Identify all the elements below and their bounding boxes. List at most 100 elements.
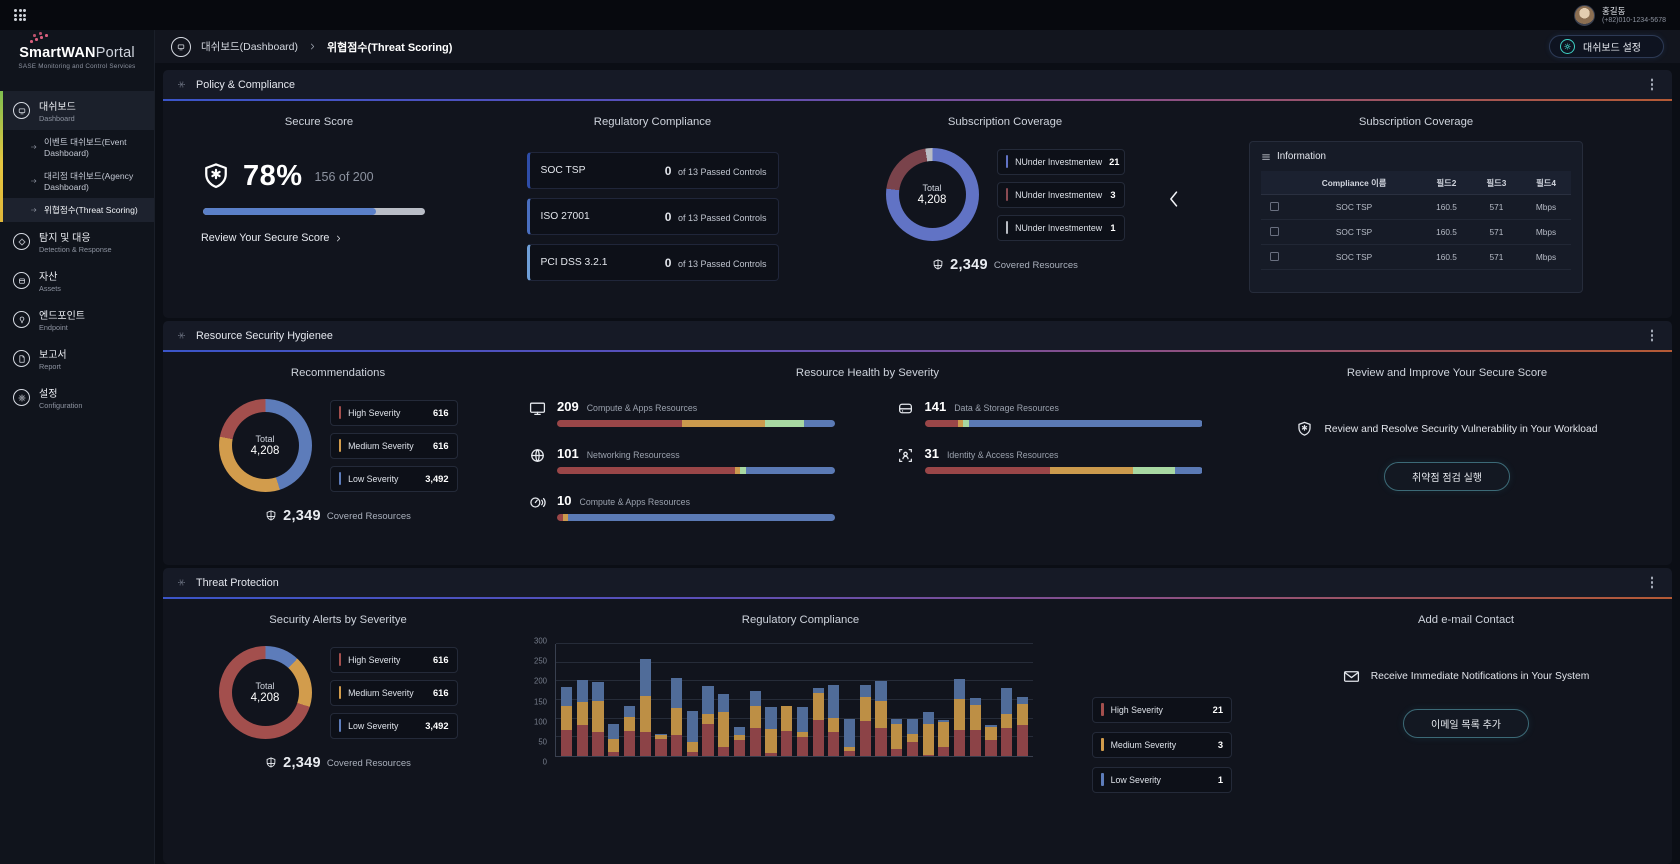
resource-count: 209 xyxy=(557,399,579,414)
legend-label: High Severity xyxy=(348,407,401,418)
table-cell: SOC TSP xyxy=(1287,194,1422,220)
legend-value: 616 xyxy=(432,654,449,665)
subscription-title-2: Subscription Coverage xyxy=(1358,116,1474,128)
nav-label: 보고서 xyxy=(39,350,67,361)
apps-grid-icon[interactable] xyxy=(14,8,27,22)
table-cell: SOC TSP xyxy=(1287,244,1422,270)
review-secure-score-link[interactable]: Review Your Secure Score xyxy=(201,232,465,244)
severity-bar xyxy=(924,467,1203,474)
stacked-bar xyxy=(1001,644,1013,756)
table-cell: Mbps xyxy=(1521,219,1571,245)
secure-score-title: Secure Score xyxy=(284,116,354,128)
nav-sublabel: Assets xyxy=(39,284,61,293)
regulatory-title: Regulatory Compliance xyxy=(593,116,712,128)
legend-value: 3,492 xyxy=(425,720,449,731)
column-header: 필드2 xyxy=(1421,171,1472,195)
nav-sub-label: 위협점수(Threat Scoring) xyxy=(44,205,138,215)
nav-group: 자산 Assets xyxy=(0,261,154,300)
sidebar-nav: 대쉬보드 Dashboard 이벤트 대쉬보드(Event Dashboard) 대… xyxy=(0,91,154,417)
kebab-menu-icon[interactable] xyxy=(1645,576,1659,590)
sidebar-subitem[interactable]: 대리점 대쉬보드(Agency Dashboard) xyxy=(0,164,154,198)
section-title: Resource Security Hygienee xyxy=(196,329,333,342)
nav-sublabel: Endpoint xyxy=(39,323,68,332)
kebab-menu-icon[interactable] xyxy=(1645,78,1659,92)
legend-label: Medium Severity xyxy=(348,687,414,698)
chevron-right-icon xyxy=(308,42,317,51)
table-row[interactable]: SOC TSP 160.5 571 Mbps xyxy=(1261,244,1571,270)
dashboard-settings-button[interactable]: 대쉬보드 설정 xyxy=(1549,35,1664,58)
shield-icon xyxy=(932,259,944,271)
resource-count: 141 xyxy=(924,399,947,414)
table-cell: 571 xyxy=(1471,194,1522,220)
add-email-list-button[interactable]: 이메일 목록 추가 xyxy=(1403,709,1529,738)
chart-title: Regulatory Compliance xyxy=(741,614,860,626)
column-header: 필드4 xyxy=(1521,171,1571,195)
resource-label: Networking Resourcess xyxy=(586,450,680,460)
user-name: 홍길동 xyxy=(1601,6,1626,17)
table-row[interactable]: SOC TSP 160.5 571 Mbps xyxy=(1261,219,1571,245)
legend-label: Medium Severity xyxy=(1110,739,1177,750)
donut-total-label: Total xyxy=(255,681,275,691)
legend-label: NUnder Investmentew xyxy=(1015,189,1103,200)
covered-resources: 2,349 Covered Resources xyxy=(840,257,1170,273)
sidebar-subitem[interactable]: 이벤트 대쉬보드(Event Dashboard) xyxy=(0,130,154,164)
passed-label: of 13 Passed Controls xyxy=(675,258,767,269)
secure-score-fraction: 156 of 200 xyxy=(314,169,374,184)
sidebar-item-dashboard[interactable]: 대쉬보드 Dashboard xyxy=(0,91,154,130)
legend-value: 3 xyxy=(1110,189,1116,200)
row-checkbox[interactable] xyxy=(1269,226,1279,236)
recommendations-title: Recommendations xyxy=(290,367,386,379)
stacked-bar xyxy=(875,644,887,756)
legend-value: 3,492 xyxy=(425,473,449,484)
chevron-left-icon[interactable] xyxy=(1164,189,1184,209)
table-cell: SOC TSP xyxy=(1287,219,1422,245)
stacked-bar xyxy=(828,644,840,756)
compliance-card[interactable]: PCI DSS 3.2.1 0 of 13 Passed Controls xyxy=(526,244,779,281)
kebab-menu-icon[interactable] xyxy=(1645,329,1659,343)
y-tick-label: 50 xyxy=(538,737,547,747)
section-threat-protection: Threat Protection Security Alerts by Sev… xyxy=(163,568,1672,864)
dashboard-icon xyxy=(171,36,191,57)
row-checkbox[interactable] xyxy=(1269,251,1279,261)
section-title: Policy & Compliance xyxy=(196,78,296,91)
breadcrumb: 대쉬보드(Dashboard) 위협점수(Threat Scoring) 대쉬보… xyxy=(155,30,1680,63)
sidebar-item-detection-response[interactable]: 탐지 및 대응 Detection & Response xyxy=(0,222,154,261)
endpoint-icon xyxy=(13,311,30,328)
sidebar-item-report[interactable]: 보고서 Report xyxy=(0,339,154,378)
compliance-card[interactable]: ISO 27001 0 of 13 Passed Controls xyxy=(526,198,779,235)
severity-bar xyxy=(924,420,1203,427)
gauge-icon xyxy=(529,494,546,511)
compliance-card[interactable]: SOC TSP 0 of 13 Passed Controls xyxy=(526,152,779,189)
table-cell: 571 xyxy=(1471,219,1522,245)
row-checkbox[interactable] xyxy=(1269,201,1279,211)
legend-item: NUnder Investmentew 21 xyxy=(996,148,1125,175)
user-chip[interactable]: 홍길동 (+82)010-1234-5678 xyxy=(1573,4,1666,26)
resource-count: 101 xyxy=(557,446,579,461)
monitor-icon xyxy=(529,400,546,417)
legend-value: 3 xyxy=(1217,739,1223,750)
shield-asterisk-icon xyxy=(201,162,231,192)
subscription-title: Subscription Coverage xyxy=(947,116,1063,128)
section-title: Threat Protection xyxy=(196,576,279,589)
review-secure-score-label: Review Your Secure Score xyxy=(201,232,330,244)
sidebar-item-assets[interactable]: 자산 Assets xyxy=(0,261,154,300)
security-alerts-panel: Security Alerts by Severitye Total 4,208… xyxy=(173,599,503,864)
resource-count: 10 xyxy=(557,493,572,508)
stacked-bar xyxy=(733,644,746,756)
sidebar-subitem[interactable]: 위협점수(Threat Scoring) xyxy=(0,198,154,222)
run-vulnerability-check-button[interactable]: 취약점 점검 실행 xyxy=(1384,462,1510,491)
recommendations-donut-chart: Total 4,208 xyxy=(218,399,312,492)
severity-bar xyxy=(557,420,835,427)
table-row[interactable]: SOC TSP 160.5 571 Mbps xyxy=(1261,194,1571,220)
stacked-bar xyxy=(843,644,856,756)
information-title: Information xyxy=(1277,151,1327,162)
resource-label: Compute & Apps Resources xyxy=(586,403,698,413)
sidebar-item-configuration[interactable]: 설정 Configuration xyxy=(0,378,154,417)
sidebar-item-endpoint[interactable]: 엔드포인트 Endpoint xyxy=(0,300,154,339)
nav-group: 엔드포인트 Endpoint xyxy=(0,300,154,339)
breadcrumb-dashboard[interactable]: 대쉬보드(Dashboard) xyxy=(201,41,298,53)
resource-health-item: 141 Data & Storage Resources xyxy=(897,399,1207,427)
legend-value: 1 xyxy=(1110,222,1116,233)
covered-value: 2,349 xyxy=(283,508,321,524)
resource-health-item: 31 Identity & Access Resources xyxy=(897,446,1207,474)
